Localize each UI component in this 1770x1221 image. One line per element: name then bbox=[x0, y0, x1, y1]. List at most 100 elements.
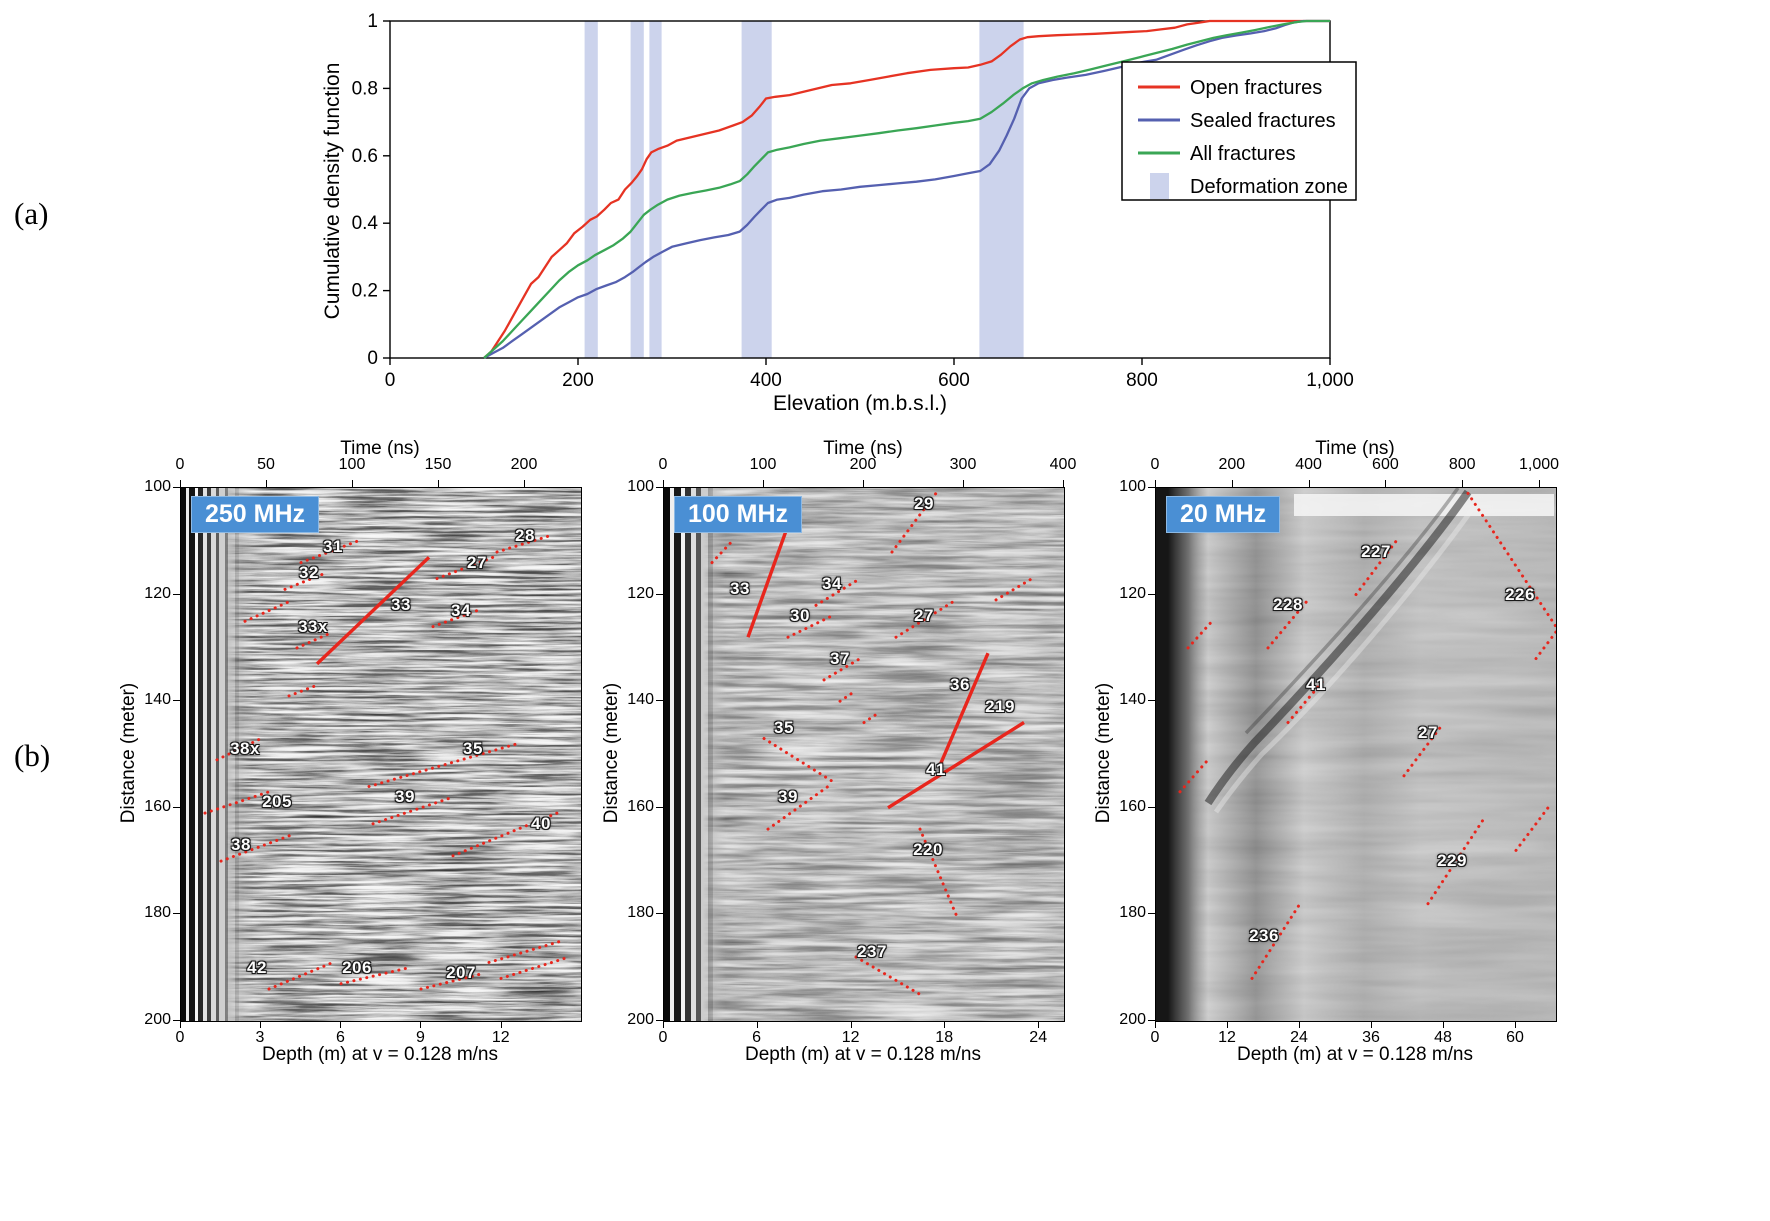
distance-tick-label: 120 bbox=[144, 584, 171, 602]
fracture-trace-line bbox=[887, 721, 1025, 810]
fracture-label: 220 bbox=[913, 840, 943, 859]
depth-tick-mark bbox=[1515, 1021, 1516, 1028]
distance-tick-label: 100 bbox=[627, 478, 654, 495]
time-tick-mark bbox=[524, 480, 525, 487]
depth-tick-label: 12 bbox=[491, 1029, 510, 1046]
fracture-trace-line bbox=[862, 710, 882, 724]
distance-tick-mark bbox=[173, 806, 180, 808]
depth-tick-label: 60 bbox=[1506, 1029, 1524, 1046]
fracture-label: 35 bbox=[774, 718, 794, 737]
depth-tick-label: 12 bbox=[841, 1029, 860, 1046]
fracture-trace-line bbox=[371, 795, 455, 826]
fracture-trace-line bbox=[267, 960, 335, 991]
fracture-trace-line bbox=[814, 577, 862, 607]
fracture-label: 33x bbox=[298, 617, 328, 636]
depth-tick-mark bbox=[260, 1021, 261, 1028]
distance-tick-label: 180 bbox=[627, 904, 654, 922]
fracture-trace-line bbox=[746, 524, 790, 638]
fracture-label: 37 bbox=[830, 649, 850, 668]
time-tick-mark bbox=[1462, 480, 1464, 487]
deformation-zone-band bbox=[979, 21, 1024, 358]
radar-noise-texture bbox=[664, 488, 1064, 1021]
fracture-trace-line bbox=[487, 939, 563, 964]
cdf-series-line bbox=[483, 19, 1330, 359]
time-tick-label: 400 bbox=[1049, 456, 1077, 473]
distance-tick-label: 100 bbox=[1119, 478, 1146, 495]
distance-tick-label: 180 bbox=[1119, 904, 1146, 922]
distance-tick-label: 140 bbox=[627, 691, 654, 709]
fracture-label: 28 bbox=[515, 526, 535, 545]
time-tick-label: 150 bbox=[424, 456, 452, 473]
svg-text:200: 200 bbox=[562, 370, 594, 391]
time-tick-mark bbox=[1385, 480, 1387, 487]
svg-text:0.4: 0.4 bbox=[352, 213, 379, 234]
fracture-annotation-overlay bbox=[203, 534, 571, 991]
radargram-image: 29 33 34 30 27 37 36 219 35 41 39 220 237 100 MHz bbox=[663, 487, 1065, 1022]
fracture-trace-line bbox=[283, 571, 327, 591]
time-tick-label: 800 bbox=[1448, 456, 1476, 473]
fracture-trace-line bbox=[1250, 902, 1302, 980]
svg-text:600: 600 bbox=[938, 370, 970, 391]
fracture-trace-line bbox=[287, 683, 319, 698]
radargram-panel-100-mhz: Time (ns) 0 100 200 300 400 Distance (meter) 10… bbox=[588, 438, 1076, 1065]
fracture-trace-line bbox=[431, 609, 479, 629]
depth-tick-mark bbox=[756, 1021, 758, 1028]
distance-tick-mark bbox=[1148, 913, 1155, 915]
distance-tick-label: 120 bbox=[1119, 584, 1146, 602]
fracture-label: 33 bbox=[391, 595, 411, 614]
svg-text:1,000: 1,000 bbox=[1306, 370, 1354, 391]
distance-tick-label: 140 bbox=[1119, 691, 1146, 709]
time-axis-title: Time (ns) bbox=[823, 438, 903, 459]
fracture-trace-line bbox=[710, 539, 734, 565]
fracture-trace-line bbox=[1178, 758, 1210, 794]
fracture-label: 35 bbox=[463, 739, 483, 758]
depth-tick-mark bbox=[1227, 1021, 1228, 1028]
fracture-trace-line bbox=[854, 955, 922, 996]
svg-text:0.8: 0.8 bbox=[352, 78, 378, 99]
fracture-label: 36 bbox=[950, 675, 970, 694]
fracture-trace-line bbox=[215, 737, 263, 762]
time-tick-mark bbox=[763, 480, 764, 487]
time-tick-mark bbox=[1308, 480, 1310, 487]
distance-tick-mark bbox=[656, 806, 663, 808]
svg-text:0.2: 0.2 bbox=[352, 281, 378, 302]
legend-entry-label: Open fractures bbox=[1190, 77, 1322, 99]
time-tick-label: 200 bbox=[510, 456, 538, 473]
distance-tick-label: 180 bbox=[144, 904, 171, 922]
fracture-label: 207 bbox=[446, 963, 476, 982]
time-tick-label: 50 bbox=[257, 456, 275, 473]
fracture-trace-line bbox=[894, 598, 958, 639]
frequency-badge: 250 MHz bbox=[191, 496, 320, 533]
frequency-badge: 20 MHz bbox=[1166, 496, 1281, 533]
time-axis-title: Time (ns) bbox=[340, 438, 420, 459]
depth-axis-title: Depth (m) at v = 0.128 m/ns bbox=[1236, 1044, 1473, 1065]
time-tick-label: 100 bbox=[749, 456, 777, 473]
fracture-trace-line bbox=[1514, 806, 1550, 852]
fracture-trace-line bbox=[295, 630, 335, 650]
depth-tick-mark bbox=[663, 1021, 664, 1028]
fracture-label: 226 bbox=[1505, 585, 1535, 604]
fracture-label: 31 bbox=[323, 537, 343, 556]
radar-noise-texture bbox=[1156, 488, 1556, 1021]
depth-tick-label: 9 bbox=[415, 1029, 425, 1046]
distance-tick-label: 140 bbox=[144, 691, 171, 709]
fracture-trace-line bbox=[1186, 619, 1214, 650]
depth-tick-mark bbox=[1038, 1021, 1040, 1028]
time-tick-label: 400 bbox=[1295, 456, 1322, 473]
fracture-trace-line bbox=[890, 491, 938, 554]
fracture-label: 27 bbox=[467, 553, 487, 572]
time-tick-label: 200 bbox=[1218, 456, 1246, 473]
distance-tick-label: 120 bbox=[627, 584, 654, 602]
cdf-chart: 0 200 400 600 800 1,000 0 0.2 0.4 0.6 0.8 1 Open fra… bbox=[280, 6, 1390, 431]
fracture-trace-line bbox=[451, 811, 559, 858]
radargram-panel-250-mhz: Time (ns) 0 50 100 150 200 Distance (meter) 100… bbox=[105, 438, 585, 1065]
distance-tick-mark bbox=[1148, 806, 1155, 808]
surface-noise-strip bbox=[1294, 494, 1554, 516]
vertical-band-overlay bbox=[1156, 488, 1556, 1021]
depth-tick-mark bbox=[180, 1021, 181, 1028]
fracture-label: 39 bbox=[395, 787, 415, 806]
fracture-trace-line bbox=[1286, 678, 1326, 724]
cdf-plot-area: 0 200 400 600 800 1,000 0 0.2 0.4 0.6 0.8 1 Open fra… bbox=[352, 11, 1357, 391]
fracture-label: 228 bbox=[1273, 595, 1303, 614]
